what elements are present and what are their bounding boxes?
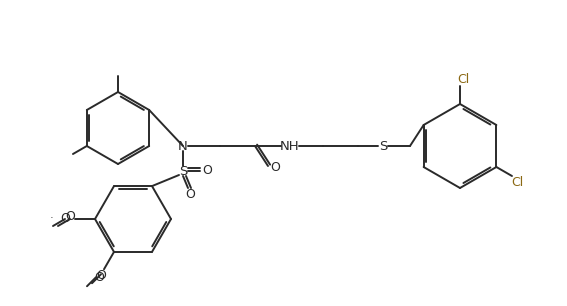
Text: Cl: Cl xyxy=(457,73,469,85)
Text: O: O xyxy=(96,269,106,282)
Text: MeO: MeO xyxy=(50,217,53,218)
Text: O: O xyxy=(94,271,104,284)
Text: O: O xyxy=(60,212,70,226)
Text: Cl: Cl xyxy=(511,176,523,188)
Text: O: O xyxy=(270,161,280,174)
Text: N: N xyxy=(178,140,188,152)
Text: NH: NH xyxy=(280,140,300,152)
Text: S: S xyxy=(179,165,187,177)
Text: S: S xyxy=(379,140,387,152)
Text: O: O xyxy=(202,163,212,177)
Text: O: O xyxy=(185,188,195,201)
Text: O: O xyxy=(65,211,75,223)
